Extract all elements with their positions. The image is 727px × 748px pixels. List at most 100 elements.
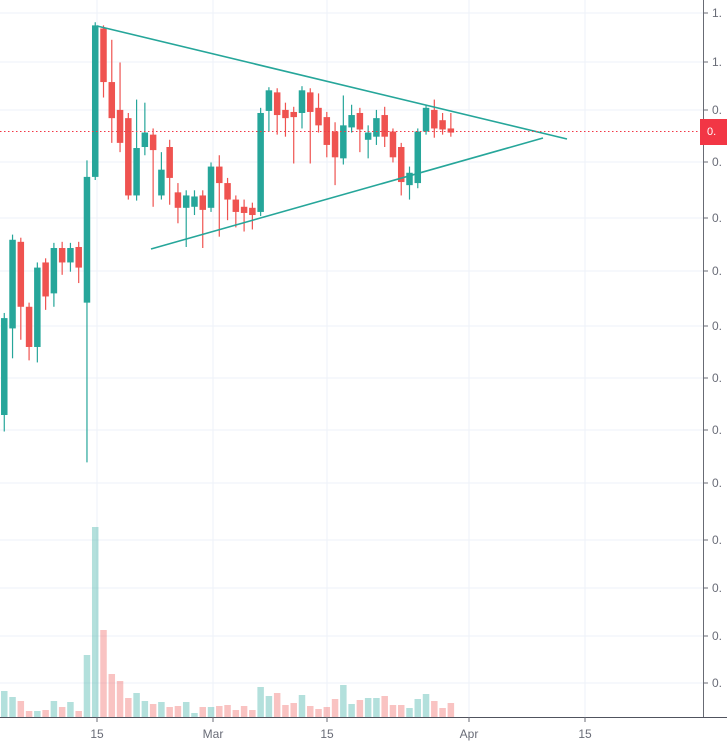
volume-bar — [133, 693, 140, 717]
price-tick-label: 0. — [712, 423, 723, 437]
volume-bar — [422, 694, 430, 717]
candlestick — [158, 169, 165, 196]
candlestick — [282, 109, 289, 119]
volume-bar — [83, 655, 91, 717]
volume-bar — [166, 707, 173, 717]
volume-bar — [182, 702, 190, 717]
price-tick-label: 1. — [712, 55, 723, 69]
gridlines — [0, 0, 703, 717]
volume-bar — [91, 527, 99, 717]
candlestick — [348, 115, 355, 128]
volume-bar — [323, 707, 331, 717]
volume-bar — [216, 706, 223, 717]
volume-bar — [249, 710, 256, 717]
time-tick-label: 15 — [320, 727, 334, 741]
candlestick — [42, 262, 49, 297]
volume-bar — [307, 706, 314, 717]
candlestick — [340, 125, 347, 159]
volume-bar — [389, 705, 397, 717]
candlestick — [75, 246, 82, 268]
volume-bar — [282, 705, 289, 717]
candlestick — [100, 28, 107, 83]
price-tick-label: 0. — [712, 211, 723, 225]
time-tick-label: Mar — [202, 727, 224, 741]
candlestick — [50, 248, 58, 294]
volume-bar — [42, 710, 49, 717]
volume-bar — [257, 687, 264, 717]
volume-bar — [174, 706, 182, 717]
volume-bar — [447, 703, 455, 717]
candlestick — [141, 132, 149, 147]
candlestick — [232, 199, 240, 212]
candlestick — [290, 111, 297, 118]
triangle-lower[interactable] — [150, 137, 544, 250]
volume-bar — [191, 713, 198, 717]
candlestick — [9, 239, 16, 329]
time-tick-label: 15 — [578, 727, 592, 741]
candlestick — [125, 118, 132, 196]
candlestick — [58, 248, 66, 263]
candlestick — [174, 192, 182, 208]
candlestick — [1, 318, 8, 415]
candlestick — [364, 132, 372, 140]
candlestick — [439, 120, 446, 130]
candlestick — [83, 176, 91, 303]
candlestick — [108, 82, 116, 119]
candlestick — [199, 195, 206, 210]
time-tick-label: Apr — [459, 727, 479, 741]
current-price-tag: 0. — [700, 118, 727, 145]
candlestick — [91, 25, 99, 177]
candlestick — [356, 112, 364, 130]
candlestick — [397, 147, 405, 183]
candlestick — [133, 148, 140, 196]
price-tick-label: 0. — [712, 155, 723, 169]
volume-bar — [290, 703, 297, 717]
candlestick — [422, 107, 430, 132]
volume-bar — [340, 685, 347, 717]
price-tick-label: 0. — [712, 476, 723, 490]
price-tick-label: 0. — [712, 264, 723, 278]
volume-bar — [265, 696, 273, 717]
volume-bar — [207, 707, 215, 717]
candlestick — [17, 241, 25, 307]
candlestick — [298, 90, 306, 113]
triangle-trendlines[interactable] — [96, 25, 568, 250]
volume-bar — [240, 706, 248, 717]
candlesticks — [1, 22, 455, 463]
volume-bar — [364, 698, 372, 717]
volume-bar — [141, 701, 149, 717]
candlestick — [323, 117, 331, 145]
price-tick-label: 1. — [712, 6, 723, 20]
volume-bar — [158, 702, 165, 717]
volume-bar — [9, 697, 16, 717]
triangle-upper[interactable] — [96, 25, 568, 140]
candlestick — [67, 248, 74, 263]
candlestick — [257, 112, 264, 212]
volume-bar — [298, 695, 306, 717]
volume-bar — [100, 630, 107, 717]
price-tick-label: 0. — [712, 581, 723, 595]
volume-bar — [414, 699, 422, 717]
volume-bar — [108, 674, 116, 717]
candlestick — [389, 131, 397, 158]
volume-bar — [373, 698, 380, 717]
candlestick — [116, 109, 124, 143]
volume-bar — [34, 711, 41, 717]
volume-bar — [116, 681, 124, 717]
volume-bar — [25, 711, 33, 717]
volume-bar — [125, 698, 132, 717]
volume-bar — [348, 704, 355, 717]
volume-bar — [67, 702, 74, 717]
volume-bar — [381, 696, 388, 717]
volume-bar — [232, 710, 240, 717]
candlestick — [414, 131, 422, 184]
volume-bar — [397, 705, 405, 717]
price-tick-label: 0. — [712, 533, 723, 547]
candlestick — [249, 207, 256, 216]
volume-bar — [331, 699, 339, 717]
volume-bar — [356, 700, 364, 717]
volume-bar — [439, 708, 446, 717]
volume-bar — [149, 704, 157, 717]
